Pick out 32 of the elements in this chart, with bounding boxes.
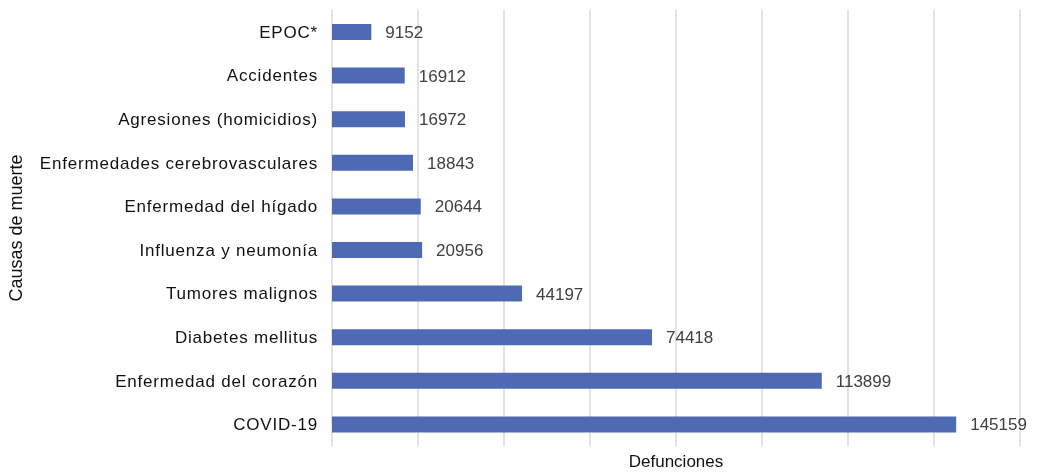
bar	[332, 198, 421, 215]
y-tick-label: Influenza y neumonía	[139, 240, 318, 260]
data-label: 44197	[536, 284, 584, 304]
bar	[332, 67, 405, 84]
y-tick-label: Tumores malignos	[166, 284, 318, 304]
y-tick-label: Enfermedades cerebrovasculares	[39, 153, 318, 173]
data-label: 16912	[418, 66, 466, 86]
y-tick-label: Enfermedad del corazón	[115, 371, 318, 391]
data-label: 20956	[436, 241, 484, 261]
bar	[332, 416, 957, 433]
bar	[332, 154, 414, 171]
data-label: 20644	[434, 197, 483, 217]
bar	[332, 111, 405, 128]
bar	[332, 24, 372, 40]
bar	[332, 285, 523, 302]
bar	[332, 329, 652, 346]
data-label: 145159	[970, 415, 1027, 435]
data-label: 16972	[418, 110, 467, 130]
y-axis-title: Causas de muerte	[6, 154, 26, 302]
y-tick-label: COVID-19	[233, 415, 318, 435]
y-tick-label: EPOC*	[259, 22, 318, 42]
y-tick-label: Diabetes mellitus	[174, 328, 318, 348]
y-tick-label: Agresiones (homicidios)	[118, 110, 318, 130]
y-tick-label: Accidentes	[226, 66, 318, 86]
bar	[332, 242, 423, 258]
data-label: 9152	[385, 23, 424, 43]
data-label: 74418	[666, 328, 714, 348]
data-label: 113899	[835, 371, 892, 391]
x-axis-title: Defunciones	[628, 451, 724, 471]
data-label: 18843	[427, 153, 475, 173]
bar	[332, 372, 822, 389]
y-tick-label: Enfermedad del hígado	[124, 197, 318, 217]
